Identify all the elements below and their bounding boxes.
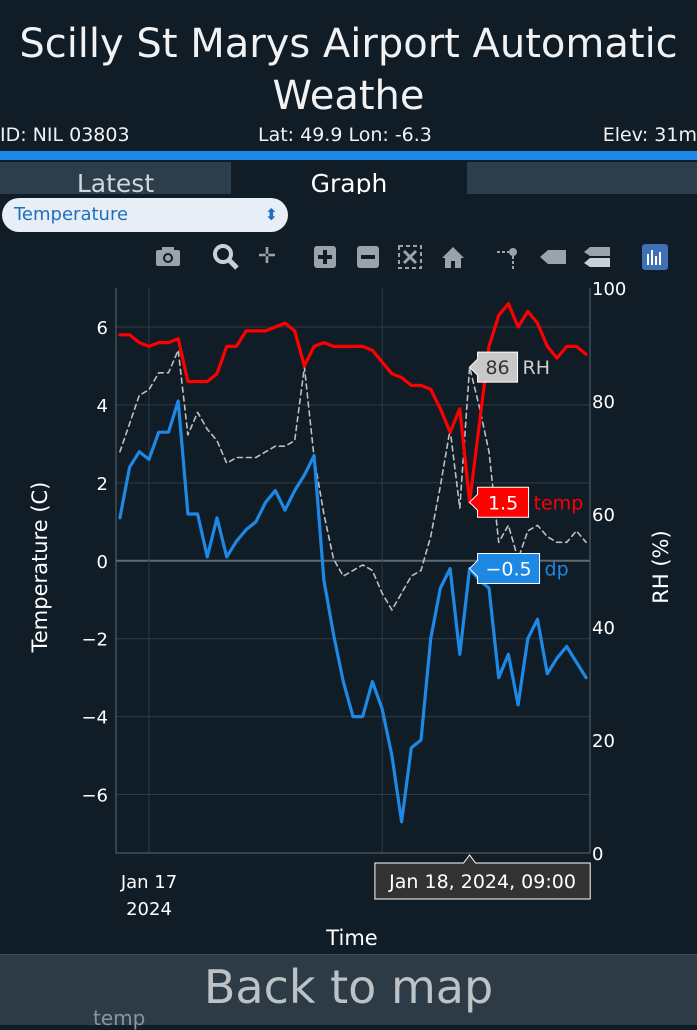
x-tick-label: 2024 bbox=[126, 899, 172, 920]
y2-tick-label: 60 bbox=[592, 505, 615, 526]
autoscale-icon[interactable] bbox=[395, 240, 425, 274]
hover-closest-icon[interactable] bbox=[538, 240, 568, 274]
tab-latest[interactable]: Latest bbox=[0, 162, 231, 194]
accent-bar bbox=[0, 151, 697, 160]
y-tick-label: −6 bbox=[81, 786, 108, 807]
hover-label-rh-name: RH bbox=[523, 357, 551, 379]
hover-time-label: Jan 18, 2024, 09:00 bbox=[388, 871, 576, 893]
hover-label-rh-box bbox=[468, 351, 519, 383]
camera-icon[interactable] bbox=[153, 240, 183, 274]
hover-label-temp-box bbox=[468, 486, 530, 518]
zoom-icon[interactable] bbox=[210, 240, 240, 274]
reset-axes-icon[interactable] bbox=[438, 240, 468, 274]
hover-label-temp-value: 1.5 bbox=[488, 492, 518, 514]
hover-layer: 86 RH 1.5 temp −0.5 dp Jan 18, 2024, 09:00 bbox=[374, 351, 591, 900]
station-id: ID: NIL 03803 bbox=[0, 124, 130, 146]
hover-label-rh-value: 86 bbox=[485, 357, 509, 379]
y-tick-label: 4 bbox=[97, 396, 108, 417]
y-tick-label: −2 bbox=[81, 630, 108, 651]
y2-tick-label: 40 bbox=[592, 618, 615, 639]
variable-select-value: Temperature bbox=[14, 204, 129, 225]
spike-lines-icon[interactable] bbox=[493, 240, 523, 274]
tab-other[interactable] bbox=[467, 162, 697, 194]
y-tick-label: −4 bbox=[81, 708, 108, 729]
zoom-out-icon[interactable] bbox=[353, 240, 383, 274]
hover-label-dp-name: dp bbox=[545, 559, 569, 581]
x-tick-label: Jan 17 bbox=[120, 872, 177, 893]
y-axis-title: Temperature (C) bbox=[28, 482, 52, 654]
y-tick-label: 0 bbox=[97, 552, 108, 573]
hover-label-dp-box bbox=[468, 553, 541, 585]
y-tick-label: 6 bbox=[97, 318, 108, 339]
series-line-dp bbox=[118, 399, 588, 824]
y2-tick-label: 100 bbox=[592, 279, 626, 300]
back-to-map-button[interactable]: Back to map bbox=[0, 954, 697, 1025]
chart-modebar: ✛ bbox=[150, 240, 680, 274]
y-tick-label: 2 bbox=[97, 474, 108, 495]
station-latlon: Lat: 49.9 Lon: -6.3 bbox=[258, 124, 432, 146]
station-title: Scilly St Marys Airport Automatic Weathe bbox=[19, 21, 678, 119]
hover-label-temp-name: temp bbox=[534, 492, 584, 514]
back-to-map-label: Back to map bbox=[203, 960, 494, 1014]
variable-select[interactable]: Temperature ⬍ bbox=[2, 198, 288, 232]
tab-graph[interactable]: Graph bbox=[233, 162, 465, 194]
overflow-legend-text: temp bbox=[93, 1006, 146, 1030]
select-chevron-icon: ⬍ bbox=[264, 205, 278, 224]
series-line-rh bbox=[119, 349, 587, 611]
plotly-logo-icon[interactable] bbox=[640, 240, 670, 274]
y2-tick-label: 0 bbox=[592, 844, 603, 865]
hover-time-box bbox=[374, 854, 591, 900]
station-meta: ID: NIL 03803 Lat: 49.9 Lon: -6.3 Elev: … bbox=[0, 124, 697, 148]
y2-axis-title: RH (%) bbox=[649, 530, 673, 603]
grid-layer bbox=[116, 288, 590, 853]
pan-icon[interactable]: ✛ bbox=[257, 244, 277, 269]
series-layer bbox=[118, 301, 588, 824]
series-line-temp bbox=[118, 301, 588, 504]
hover-label-dp-value: −0.5 bbox=[485, 559, 531, 581]
zoom-in-icon[interactable] bbox=[310, 240, 340, 274]
hover-compare-icon[interactable] bbox=[582, 240, 612, 274]
y2-tick-label: 20 bbox=[592, 731, 615, 752]
station-elevation: Elev: 31m bbox=[602, 124, 697, 146]
y2-tick-label: 80 bbox=[592, 392, 615, 413]
x-axis-title: Time bbox=[325, 926, 377, 950]
